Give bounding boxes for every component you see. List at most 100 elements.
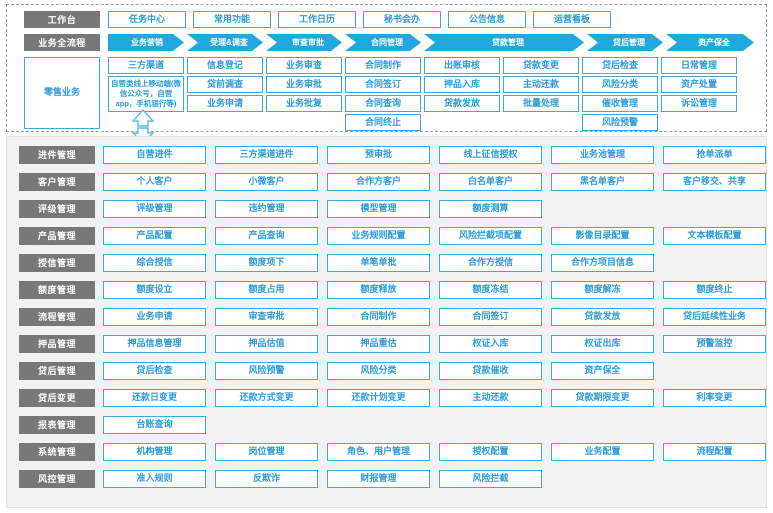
- module-item-2-5[interactable]: 黑名单客户: [551, 172, 654, 191]
- module-item-7-2[interactable]: 审查审批: [215, 307, 318, 326]
- module-item-6-6[interactable]: 额度终止: [663, 280, 766, 299]
- process-detail-c4-r2[interactable]: 合同签订: [345, 76, 421, 93]
- process-stage-7[interactable]: 资产保全: [666, 34, 754, 51]
- process-detail-c5-r1[interactable]: 出账审核: [424, 57, 500, 74]
- module-item-9-3[interactable]: 风险分类: [327, 361, 430, 380]
- process-detail-c7-r1[interactable]: 贷后检查: [582, 57, 658, 74]
- process-stage-4[interactable]: 合同管理: [345, 34, 421, 51]
- process-detail-c1-r1[interactable]: 三方渠道: [108, 57, 184, 74]
- module-item-7-3[interactable]: 合同制作: [327, 307, 430, 326]
- module-item-5-3[interactable]: 单笔单批: [327, 253, 430, 272]
- module-item-1-4[interactable]: 线上征信授权: [439, 145, 542, 164]
- module-label-12[interactable]: 系统管理: [19, 442, 95, 461]
- module-item-12-2[interactable]: 岗位管理: [215, 442, 318, 461]
- module-item-9-5[interactable]: 资产保全: [551, 361, 654, 380]
- module-label-13[interactable]: 风控管理: [19, 469, 95, 488]
- module-item-2-3[interactable]: 合作方客户: [327, 172, 430, 191]
- workbench-item-5[interactable]: 公告信息: [448, 11, 526, 28]
- module-item-6-3[interactable]: 额度释放: [327, 280, 430, 299]
- module-item-13-1[interactable]: 准入规则: [103, 469, 206, 488]
- module-item-5-5[interactable]: 合作方项目信息: [551, 253, 654, 272]
- module-item-9-1[interactable]: 贷后检查: [103, 361, 206, 380]
- module-item-9-2[interactable]: 风险预警: [215, 361, 318, 380]
- module-item-4-3[interactable]: 业务规则配置: [327, 226, 430, 245]
- module-item-1-5[interactable]: 业务池管理: [551, 145, 654, 164]
- module-item-6-5[interactable]: 额度解冻: [551, 280, 654, 299]
- process-detail-c6-r3[interactable]: 批量处理: [503, 95, 579, 112]
- workbench-item-4[interactable]: 秘书会办: [363, 11, 441, 28]
- module-item-8-1[interactable]: 押品信息管理: [103, 334, 206, 353]
- module-item-10-4[interactable]: 主动还款: [439, 388, 542, 407]
- module-item-13-2[interactable]: 反欺诈: [215, 469, 318, 488]
- module-label-11[interactable]: 报表管理: [19, 415, 95, 434]
- module-label-5[interactable]: 授信管理: [19, 253, 95, 272]
- process-detail-c2-r3[interactable]: 业务申请: [187, 95, 263, 112]
- module-item-9-4[interactable]: 贷款催收: [439, 361, 542, 380]
- module-item-6-1[interactable]: 额度设立: [103, 280, 206, 299]
- module-item-3-3[interactable]: 模型管理: [327, 199, 430, 218]
- module-item-6-4[interactable]: 额度冻结: [439, 280, 542, 299]
- module-label-6[interactable]: 额度管理: [19, 280, 95, 299]
- module-item-12-1[interactable]: 机构管理: [103, 442, 206, 461]
- process-detail-c4-r1[interactable]: 合同制作: [345, 57, 421, 74]
- workbench-item-2[interactable]: 常用功能: [193, 11, 271, 28]
- module-item-10-6[interactable]: 利率变更: [663, 388, 766, 407]
- workbench-item-1[interactable]: 任务中心: [108, 11, 186, 28]
- process-detail-c6-r2[interactable]: 主动还款: [503, 76, 579, 93]
- module-item-8-3[interactable]: 押品重估: [327, 334, 430, 353]
- module-label-10[interactable]: 贷后变更: [19, 388, 95, 407]
- module-item-13-3[interactable]: 财报管理: [327, 469, 430, 488]
- process-detail-c4-r4[interactable]: 合同终止: [345, 114, 421, 131]
- process-detail-c8-r3[interactable]: 诉讼管理: [661, 95, 737, 112]
- process-detail-c3-r3[interactable]: 业务批复: [266, 95, 342, 112]
- module-item-3-1[interactable]: 评级管理: [103, 199, 206, 218]
- module-item-8-4[interactable]: 权证入库: [439, 334, 542, 353]
- process-detail-c2-r1[interactable]: 信息登记: [187, 57, 263, 74]
- module-item-7-6[interactable]: 贷后延续性业务: [663, 307, 766, 326]
- module-item-10-5[interactable]: 贷款期限变更: [551, 388, 654, 407]
- module-item-1-2[interactable]: 三方渠道进件: [215, 145, 318, 164]
- module-label-2[interactable]: 客户管理: [19, 172, 95, 191]
- module-item-4-1[interactable]: 产品配置: [103, 226, 206, 245]
- module-item-8-5[interactable]: 权证出库: [551, 334, 654, 353]
- module-item-5-2[interactable]: 额度项下: [215, 253, 318, 272]
- module-item-2-4[interactable]: 白名单客户: [439, 172, 542, 191]
- module-item-5-4[interactable]: 合作方授信: [439, 253, 542, 272]
- process-detail-c3-r1[interactable]: 业务审查: [266, 57, 342, 74]
- process-detail-c5-r2[interactable]: 押品入库: [424, 76, 500, 93]
- module-item-4-5[interactable]: 影像目录配置: [551, 226, 654, 245]
- workbench-item-6[interactable]: 运营看板: [533, 11, 611, 28]
- module-item-7-4[interactable]: 合同签订: [439, 307, 542, 326]
- process-stage-2[interactable]: 受理&调查: [187, 34, 263, 51]
- module-item-11-1[interactable]: 台账查询: [103, 415, 206, 434]
- process-detail-c7-r4[interactable]: 风险预警: [582, 114, 658, 131]
- process-detail-c8-r2[interactable]: 资产处置: [661, 76, 737, 93]
- process-detail-c4-r3[interactable]: 合同查询: [345, 95, 421, 112]
- process-stage-1[interactable]: 业务营销: [108, 34, 184, 51]
- module-item-3-2[interactable]: 违约管理: [215, 199, 318, 218]
- module-label-3[interactable]: 评级管理: [19, 199, 95, 218]
- module-label-8[interactable]: 押品管理: [19, 334, 95, 353]
- module-item-1-3[interactable]: 预审批: [327, 145, 430, 164]
- process-detail-c8-r1[interactable]: 日常管理: [661, 57, 737, 74]
- process-detail-c3-r2[interactable]: 业务审批: [266, 76, 342, 93]
- module-item-7-5[interactable]: 贷款发放: [551, 307, 654, 326]
- module-label-1[interactable]: 进件管理: [19, 145, 95, 164]
- module-item-8-2[interactable]: 押品估值: [215, 334, 318, 353]
- module-item-12-5[interactable]: 业务配置: [551, 442, 654, 461]
- module-item-1-6[interactable]: 抢单派单: [663, 145, 766, 164]
- module-item-13-4[interactable]: 风险拦截: [439, 469, 542, 488]
- module-label-7[interactable]: 流程管理: [19, 307, 95, 326]
- process-detail-c7-r3[interactable]: 催收管理: [582, 95, 658, 112]
- process-detail-c1-r2[interactable]: 自营类线上移动端(微信公众号，自营app，手机银行等): [108, 76, 184, 112]
- module-item-1-1[interactable]: 自营进件: [103, 145, 206, 164]
- module-item-8-6[interactable]: 预警监控: [663, 334, 766, 353]
- process-detail-c7-r2[interactable]: 风险分类: [582, 76, 658, 93]
- workbench-item-3[interactable]: 工作日历: [278, 11, 356, 28]
- module-item-5-1[interactable]: 综合授信: [103, 253, 206, 272]
- module-item-10-1[interactable]: 还款日变更: [103, 388, 206, 407]
- process-detail-c2-r2[interactable]: 贷前调查: [187, 76, 263, 93]
- module-item-4-4[interactable]: 风险拦截项配置: [439, 226, 542, 245]
- process-detail-c6-r1[interactable]: 贷款变更: [503, 57, 579, 74]
- module-label-4[interactable]: 产品管理: [19, 226, 95, 245]
